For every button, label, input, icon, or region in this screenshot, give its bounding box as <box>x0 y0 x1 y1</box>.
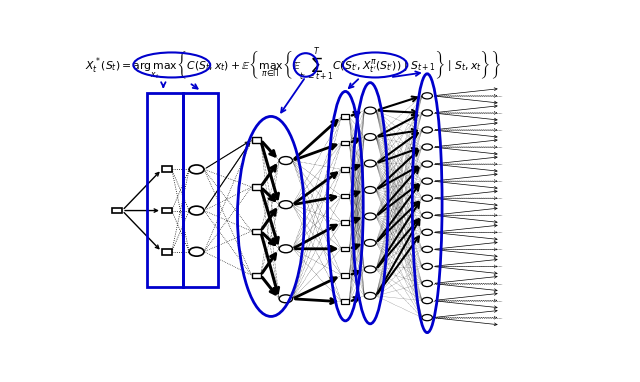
Circle shape <box>422 127 433 133</box>
Bar <box>342 141 349 145</box>
Circle shape <box>279 295 292 303</box>
Circle shape <box>189 165 204 174</box>
Circle shape <box>364 107 376 114</box>
Bar <box>252 273 260 278</box>
Bar <box>182 93 218 287</box>
Bar <box>342 299 349 304</box>
Circle shape <box>422 161 433 167</box>
Circle shape <box>364 186 376 193</box>
Bar <box>112 207 122 214</box>
Circle shape <box>422 229 433 235</box>
Text: $X_t^*(S_t) = \underset{x_t}{\mathrm{arg\,max}}\left\{C(S_t,x_t)+\mathbb{E}\left: $X_t^*(S_t) = \underset{x_t}{\mathrm{arg… <box>85 47 500 84</box>
Circle shape <box>422 246 433 253</box>
Circle shape <box>279 201 292 209</box>
Circle shape <box>422 314 433 321</box>
Circle shape <box>422 178 433 184</box>
Bar <box>342 194 349 198</box>
Circle shape <box>422 144 433 150</box>
Circle shape <box>364 160 376 167</box>
Bar <box>342 246 349 251</box>
Bar <box>342 114 349 119</box>
Circle shape <box>422 298 433 304</box>
Circle shape <box>364 240 376 246</box>
Circle shape <box>279 245 292 253</box>
Bar <box>252 185 260 190</box>
Bar <box>342 220 349 225</box>
Circle shape <box>279 157 292 165</box>
Circle shape <box>422 195 433 201</box>
Circle shape <box>422 212 433 219</box>
Bar <box>342 167 349 172</box>
Bar <box>252 137 260 142</box>
Circle shape <box>189 206 204 215</box>
Circle shape <box>364 134 376 141</box>
Bar <box>252 228 260 234</box>
Bar <box>162 207 172 214</box>
Circle shape <box>422 280 433 286</box>
Bar <box>147 93 182 287</box>
Circle shape <box>422 110 433 116</box>
Bar <box>162 249 172 255</box>
Circle shape <box>364 292 376 299</box>
Bar <box>162 167 172 172</box>
Circle shape <box>364 213 376 220</box>
Circle shape <box>189 247 204 256</box>
Bar <box>342 273 349 278</box>
Circle shape <box>364 266 376 273</box>
Circle shape <box>422 263 433 270</box>
Circle shape <box>422 93 433 99</box>
